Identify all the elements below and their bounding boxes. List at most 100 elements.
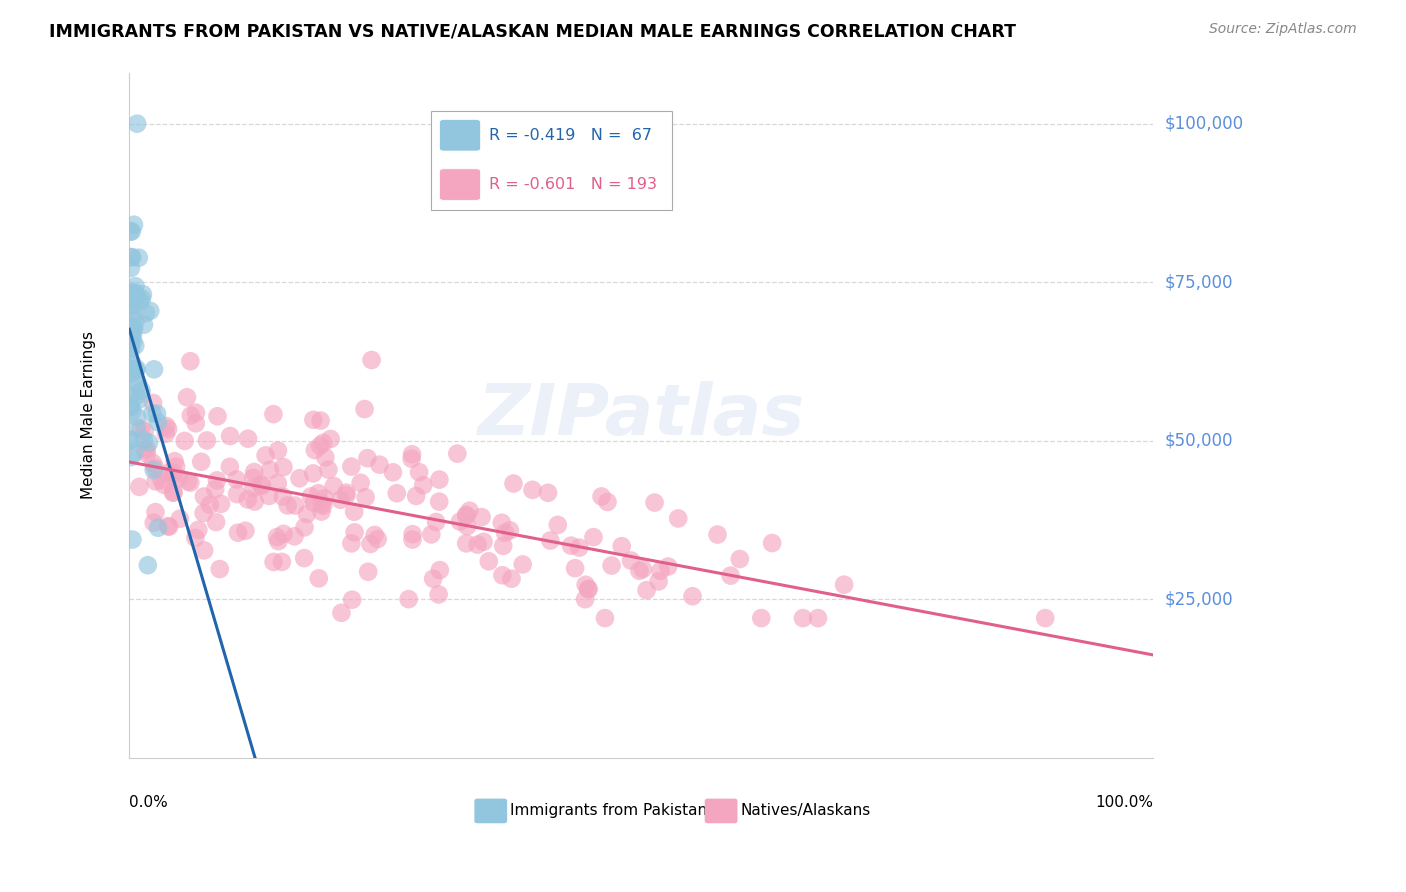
Point bbox=[314, 450, 336, 465]
Point bbox=[124, 279, 146, 293]
Point bbox=[162, 466, 184, 480]
Point bbox=[132, 318, 155, 332]
Point bbox=[125, 409, 148, 424]
Point bbox=[307, 486, 329, 500]
Point bbox=[121, 306, 143, 320]
Point bbox=[401, 447, 423, 461]
Point bbox=[120, 434, 142, 448]
Point bbox=[150, 473, 173, 487]
Point bbox=[146, 415, 169, 429]
Point bbox=[360, 353, 382, 368]
Point bbox=[628, 564, 651, 578]
Point bbox=[309, 439, 332, 453]
Point bbox=[242, 481, 264, 495]
Point bbox=[184, 406, 207, 420]
Point bbox=[292, 551, 315, 566]
Point bbox=[311, 505, 333, 519]
Point bbox=[131, 292, 153, 306]
Point bbox=[155, 419, 177, 434]
Point bbox=[157, 422, 180, 436]
Point bbox=[120, 400, 142, 414]
Point bbox=[135, 447, 157, 461]
Point bbox=[456, 519, 478, 533]
Point bbox=[138, 435, 160, 450]
Point bbox=[120, 362, 142, 376]
Point bbox=[132, 433, 155, 447]
Point bbox=[263, 555, 285, 569]
Point bbox=[120, 292, 142, 306]
Point bbox=[267, 534, 290, 549]
Point bbox=[134, 443, 156, 458]
Point bbox=[162, 468, 184, 483]
Point bbox=[620, 553, 643, 567]
Point bbox=[134, 424, 156, 438]
Text: ZIPatlas: ZIPatlas bbox=[478, 381, 804, 450]
Point bbox=[427, 587, 450, 601]
Point bbox=[236, 432, 259, 446]
Point bbox=[749, 611, 772, 625]
Point bbox=[807, 611, 830, 625]
Point bbox=[283, 529, 305, 543]
Point bbox=[169, 512, 191, 526]
Point bbox=[367, 532, 389, 546]
Point bbox=[122, 323, 145, 337]
Point bbox=[209, 497, 232, 511]
Point bbox=[193, 506, 215, 520]
Point bbox=[319, 432, 342, 446]
Point bbox=[121, 250, 143, 264]
Point bbox=[522, 483, 544, 497]
Point bbox=[401, 533, 423, 547]
Point bbox=[492, 539, 515, 553]
Point bbox=[145, 505, 167, 519]
Point bbox=[254, 449, 277, 463]
Point bbox=[205, 515, 228, 529]
Point bbox=[204, 482, 226, 496]
Text: $100,000: $100,000 bbox=[1164, 115, 1243, 133]
Point bbox=[122, 334, 145, 349]
Point bbox=[354, 490, 377, 504]
Point bbox=[205, 474, 228, 488]
Point bbox=[180, 409, 202, 423]
Point bbox=[135, 442, 157, 456]
Text: IMMIGRANTS FROM PAKISTAN VS NATIVE/ALASKAN MEDIAN MALE EARNINGS CORRELATION CHAR: IMMIGRANTS FROM PAKISTAN VS NATIVE/ALASK… bbox=[49, 22, 1017, 40]
Point bbox=[226, 487, 249, 501]
Point bbox=[343, 505, 366, 519]
Point bbox=[456, 508, 478, 523]
Point bbox=[142, 516, 165, 530]
Point bbox=[193, 490, 215, 504]
Point bbox=[120, 367, 142, 381]
Point bbox=[329, 492, 352, 507]
Point bbox=[121, 224, 143, 238]
Point bbox=[128, 251, 150, 265]
Point bbox=[596, 495, 619, 509]
Point bbox=[471, 510, 494, 524]
Point bbox=[146, 521, 169, 535]
Point bbox=[128, 392, 150, 407]
Point bbox=[226, 525, 249, 540]
Point bbox=[142, 463, 165, 477]
FancyBboxPatch shape bbox=[474, 798, 508, 823]
Point bbox=[761, 536, 783, 550]
Point bbox=[236, 492, 259, 507]
Point bbox=[427, 494, 450, 508]
Point bbox=[501, 572, 523, 586]
Point bbox=[155, 426, 177, 441]
Point bbox=[429, 473, 451, 487]
Point bbox=[122, 285, 145, 299]
Point bbox=[121, 404, 143, 418]
FancyBboxPatch shape bbox=[440, 169, 481, 201]
Point bbox=[159, 465, 181, 479]
Point bbox=[491, 568, 513, 582]
Point bbox=[242, 471, 264, 485]
Point bbox=[121, 358, 143, 372]
Point bbox=[198, 498, 221, 512]
Point bbox=[165, 459, 187, 474]
Point bbox=[631, 562, 654, 576]
Point bbox=[449, 515, 471, 529]
Point bbox=[412, 478, 434, 492]
Point bbox=[179, 354, 201, 368]
Point bbox=[125, 374, 148, 388]
Point bbox=[176, 390, 198, 404]
Point bbox=[647, 574, 669, 589]
Point bbox=[273, 526, 295, 541]
